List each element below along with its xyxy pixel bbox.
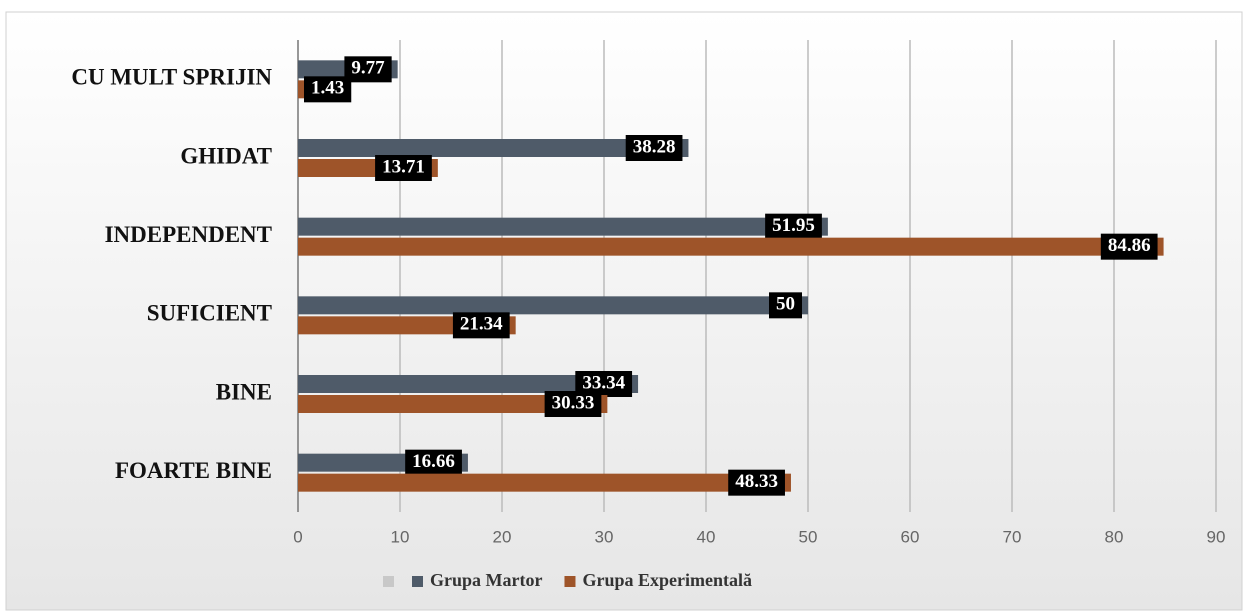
x-tick-label: 10 <box>391 527 410 546</box>
data-label-box <box>452 312 510 339</box>
y-tick-label: GHIDAT <box>180 143 272 168</box>
legend-label: Grupa Experimentală <box>582 570 752 590</box>
data-label-box <box>765 213 822 240</box>
data-label: 30.33 <box>552 392 595 413</box>
y-tick-label: CU MULT SPRIJIN <box>71 65 272 90</box>
bar <box>298 217 828 236</box>
legend-label: Grupa Martor <box>430 570 542 590</box>
data-label-box <box>728 469 785 496</box>
data-label: 51.95 <box>772 215 815 236</box>
data-label: 48.33 <box>735 471 778 492</box>
x-tick-label: 50 <box>799 527 818 546</box>
data-label-box <box>544 391 602 417</box>
x-tick-label: 60 <box>901 527 920 546</box>
legend-swatch <box>412 576 423 587</box>
x-tick-label: 0 <box>293 527 302 546</box>
data-label: 16.66 <box>412 451 455 472</box>
x-tick-label: 20 <box>493 527 512 546</box>
legend-swatch <box>564 576 576 587</box>
data-label-box <box>304 76 352 103</box>
bar <box>298 139 689 157</box>
data-label-box <box>1100 233 1158 260</box>
data-label: 38.28 <box>633 136 676 157</box>
y-tick-label: BINE <box>216 379 272 404</box>
data-label: 33.34 <box>582 372 625 393</box>
data-label: 50 <box>776 294 795 315</box>
x-tick-label: 70 <box>1003 527 1022 546</box>
x-tick-label: 40 <box>697 527 716 546</box>
data-label-box <box>375 155 432 181</box>
x-tick-label: 80 <box>1105 527 1124 546</box>
y-tick-label: SUFICIENT <box>147 301 272 326</box>
bar <box>298 395 608 413</box>
y-tick-label: INDEPENDENT <box>105 222 272 247</box>
data-label: 84.86 <box>1108 235 1151 256</box>
data-label-box <box>344 56 392 83</box>
bar <box>298 296 808 315</box>
data-label-box <box>405 449 462 476</box>
bar <box>298 473 791 492</box>
x-tick-label: 30 <box>595 527 614 546</box>
bar <box>298 237 1164 256</box>
data-label: 9.77 <box>351 58 385 79</box>
bar <box>298 375 639 393</box>
y-tick-label: FOARTE BINE <box>115 458 272 483</box>
data-label-box <box>769 292 802 319</box>
x-tick-label: 90 <box>1207 527 1226 546</box>
data-label: 21.34 <box>460 314 503 335</box>
data-label: 1.43 <box>311 78 344 99</box>
legend-swatch-empty <box>383 576 394 587</box>
data-label-box <box>625 135 683 161</box>
data-label: 13.71 <box>382 156 425 177</box>
